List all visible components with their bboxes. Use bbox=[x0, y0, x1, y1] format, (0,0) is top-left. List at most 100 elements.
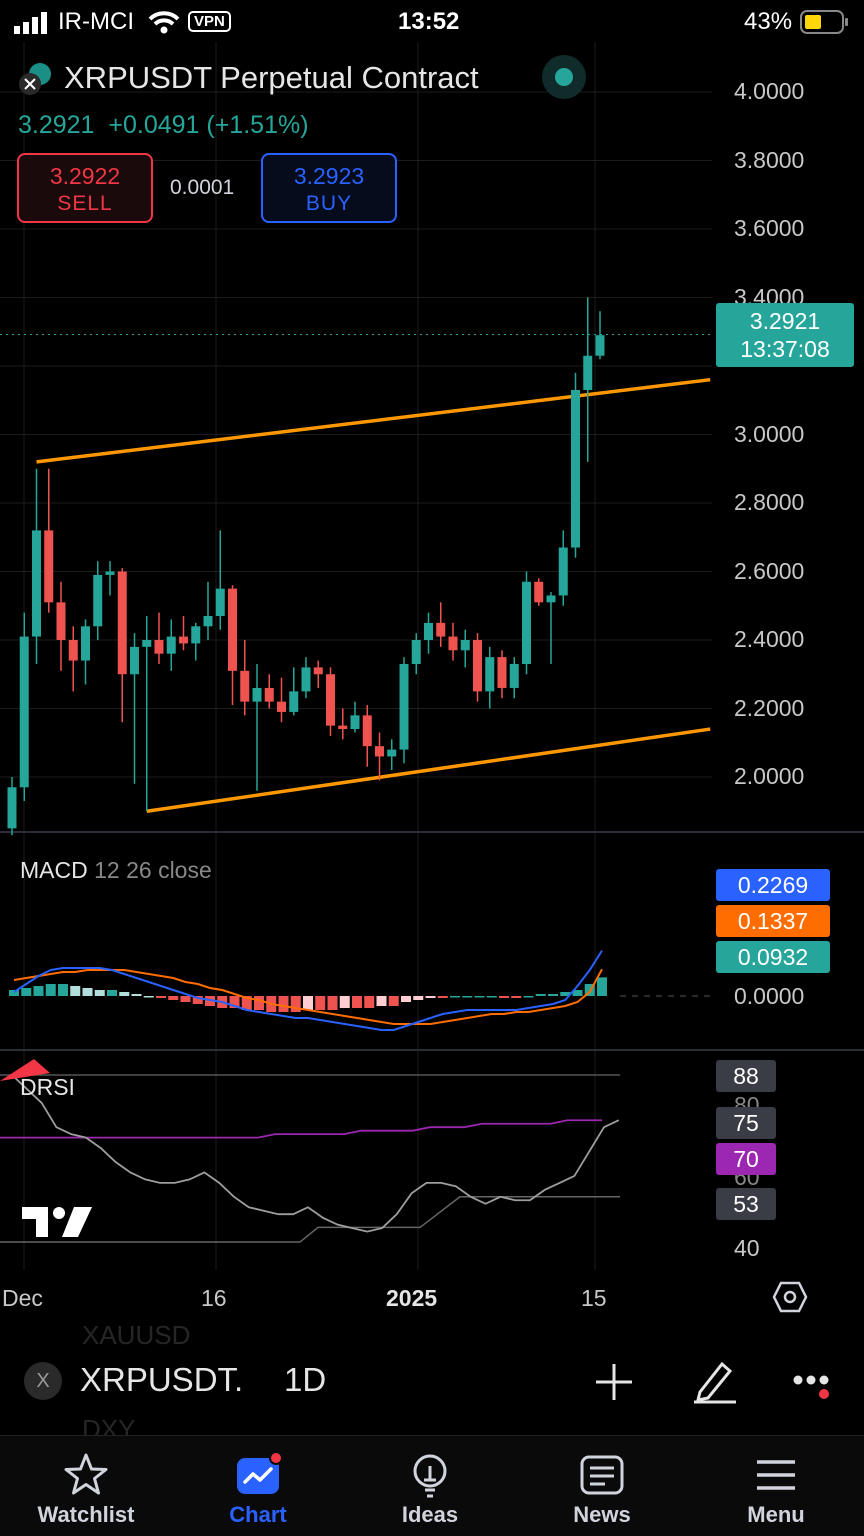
candle-body bbox=[399, 663, 409, 750]
candle bbox=[142, 616, 152, 812]
tab-news[interactable]: News bbox=[516, 1436, 688, 1536]
candle bbox=[313, 660, 323, 688]
candle bbox=[215, 530, 225, 630]
symbol-avatar-icon[interactable]: X bbox=[24, 1362, 62, 1400]
macd-histogram-bar bbox=[450, 996, 460, 998]
macd-histogram-bar bbox=[241, 996, 252, 1010]
macd-line bbox=[13, 950, 603, 1031]
candle-body bbox=[485, 657, 495, 692]
tab-ideas[interactable]: Ideas bbox=[344, 1436, 516, 1536]
sell-button[interactable]: 3.2922 SELL bbox=[17, 153, 153, 223]
macd-legend[interactable]: MACD 12 26 close bbox=[20, 857, 212, 884]
candle bbox=[117, 568, 127, 723]
candle-body bbox=[81, 626, 90, 661]
tab-menu[interactable]: Menu bbox=[690, 1436, 862, 1536]
macd-histogram-bar bbox=[119, 992, 130, 996]
drsi-overbought-marker bbox=[0, 1059, 50, 1081]
wifi-icon bbox=[148, 11, 180, 34]
macd-histogram-bar bbox=[303, 996, 313, 1010]
candle bbox=[350, 701, 360, 733]
macd-histogram-bar bbox=[572, 990, 583, 996]
price-axis-label: 2.8000 bbox=[734, 489, 805, 515]
candle bbox=[130, 633, 139, 784]
candle bbox=[497, 650, 507, 699]
macd-histogram-bar bbox=[168, 996, 179, 1000]
candle bbox=[252, 663, 262, 791]
market-status-indicator[interactable] bbox=[542, 55, 586, 99]
candle bbox=[105, 561, 115, 596]
tab-watchlist[interactable]: Watchlist bbox=[0, 1436, 172, 1536]
macd-histogram-bar bbox=[82, 988, 93, 996]
time-label-15: 15 bbox=[581, 1285, 607, 1311]
macd-histogram-bar bbox=[339, 996, 350, 1008]
candle-body bbox=[595, 335, 605, 356]
candle bbox=[264, 674, 274, 709]
candle bbox=[460, 629, 470, 668]
drsi-title[interactable]: DRSI bbox=[20, 1074, 75, 1100]
macd-histogram-bar bbox=[327, 996, 338, 1010]
macd-histogram-bar bbox=[278, 996, 289, 1012]
candle-body bbox=[19, 636, 29, 788]
candle-body bbox=[436, 622, 446, 637]
candle-body bbox=[338, 725, 348, 730]
candle bbox=[424, 612, 433, 654]
channel-upper-line bbox=[36, 377, 711, 464]
chart-settings-icon[interactable] bbox=[772, 1280, 808, 1314]
drawing-tool-icon[interactable] bbox=[692, 1356, 738, 1404]
macd-histogram-bar bbox=[474, 996, 485, 998]
candle-body bbox=[460, 640, 470, 651]
star-icon bbox=[64, 1453, 108, 1495]
candle bbox=[595, 311, 605, 360]
macd-histogram-bar bbox=[143, 996, 154, 998]
candle bbox=[338, 708, 348, 740]
toolbar-symbol[interactable]: XRPUSDT. bbox=[80, 1361, 244, 1398]
candle-body bbox=[105, 571, 115, 575]
candle bbox=[154, 612, 164, 664]
signal-icon bbox=[14, 12, 47, 34]
candle-body bbox=[546, 595, 556, 603]
macd-histogram-bar bbox=[21, 988, 32, 996]
macd-histogram-bar bbox=[523, 996, 534, 998]
market-open-dot bbox=[555, 68, 573, 86]
toolbar-interval[interactable]: 1D bbox=[284, 1361, 327, 1398]
macd-histogram-bar bbox=[597, 977, 607, 996]
candle-body bbox=[387, 749, 397, 757]
candle bbox=[301, 657, 311, 699]
candle-body bbox=[571, 389, 580, 548]
candle-body bbox=[264, 687, 274, 702]
add-icon[interactable] bbox=[594, 1362, 634, 1402]
macd-histogram-bar bbox=[180, 996, 191, 1002]
candle-body bbox=[93, 574, 103, 627]
macd-histogram-bar bbox=[486, 996, 497, 998]
symbol-logo[interactable] bbox=[18, 60, 58, 96]
symbol-toolbar: XAUUSD DXY X XRPUSDT. 1D bbox=[0, 1320, 864, 1444]
symbol-title[interactable]: XRPUSDT Perpetual Contract bbox=[64, 60, 479, 95]
macd-histogram-bar bbox=[192, 996, 203, 1004]
candle bbox=[191, 622, 201, 661]
chart-canvas[interactable] bbox=[0, 42, 864, 1332]
candle-body bbox=[326, 674, 335, 726]
candle-body bbox=[44, 530, 54, 603]
candle-body bbox=[509, 663, 519, 688]
macd-histogram-bar bbox=[33, 986, 44, 996]
price-axis-label: 2.0000 bbox=[734, 763, 805, 789]
close-symbol-icon[interactable] bbox=[18, 60, 58, 96]
candle-body bbox=[277, 701, 286, 712]
macd-histogram-bar bbox=[560, 992, 571, 996]
candle-body bbox=[362, 715, 372, 747]
channel-lower-line bbox=[146, 727, 711, 813]
candle-body bbox=[289, 691, 299, 712]
macd-histogram-bar bbox=[229, 996, 240, 1008]
candle-body bbox=[68, 640, 78, 661]
macd-histogram-bar bbox=[548, 994, 558, 996]
tab-ideas-label: Ideas bbox=[401, 1502, 459, 1527]
macd-histogram-bar bbox=[401, 996, 411, 1002]
more-options-icon[interactable] bbox=[792, 1370, 836, 1400]
buy-button[interactable]: 3.2923 BUY bbox=[261, 153, 397, 223]
tab-chart-label: Chart bbox=[229, 1502, 287, 1527]
tab-chart[interactable]: Chart bbox=[172, 1436, 344, 1536]
price-axis-label: 3.0000 bbox=[734, 420, 805, 447]
candle-body bbox=[583, 355, 593, 390]
drsi-pane bbox=[0, 1059, 620, 1243]
drsi-tag-53: 53 bbox=[716, 1188, 776, 1220]
